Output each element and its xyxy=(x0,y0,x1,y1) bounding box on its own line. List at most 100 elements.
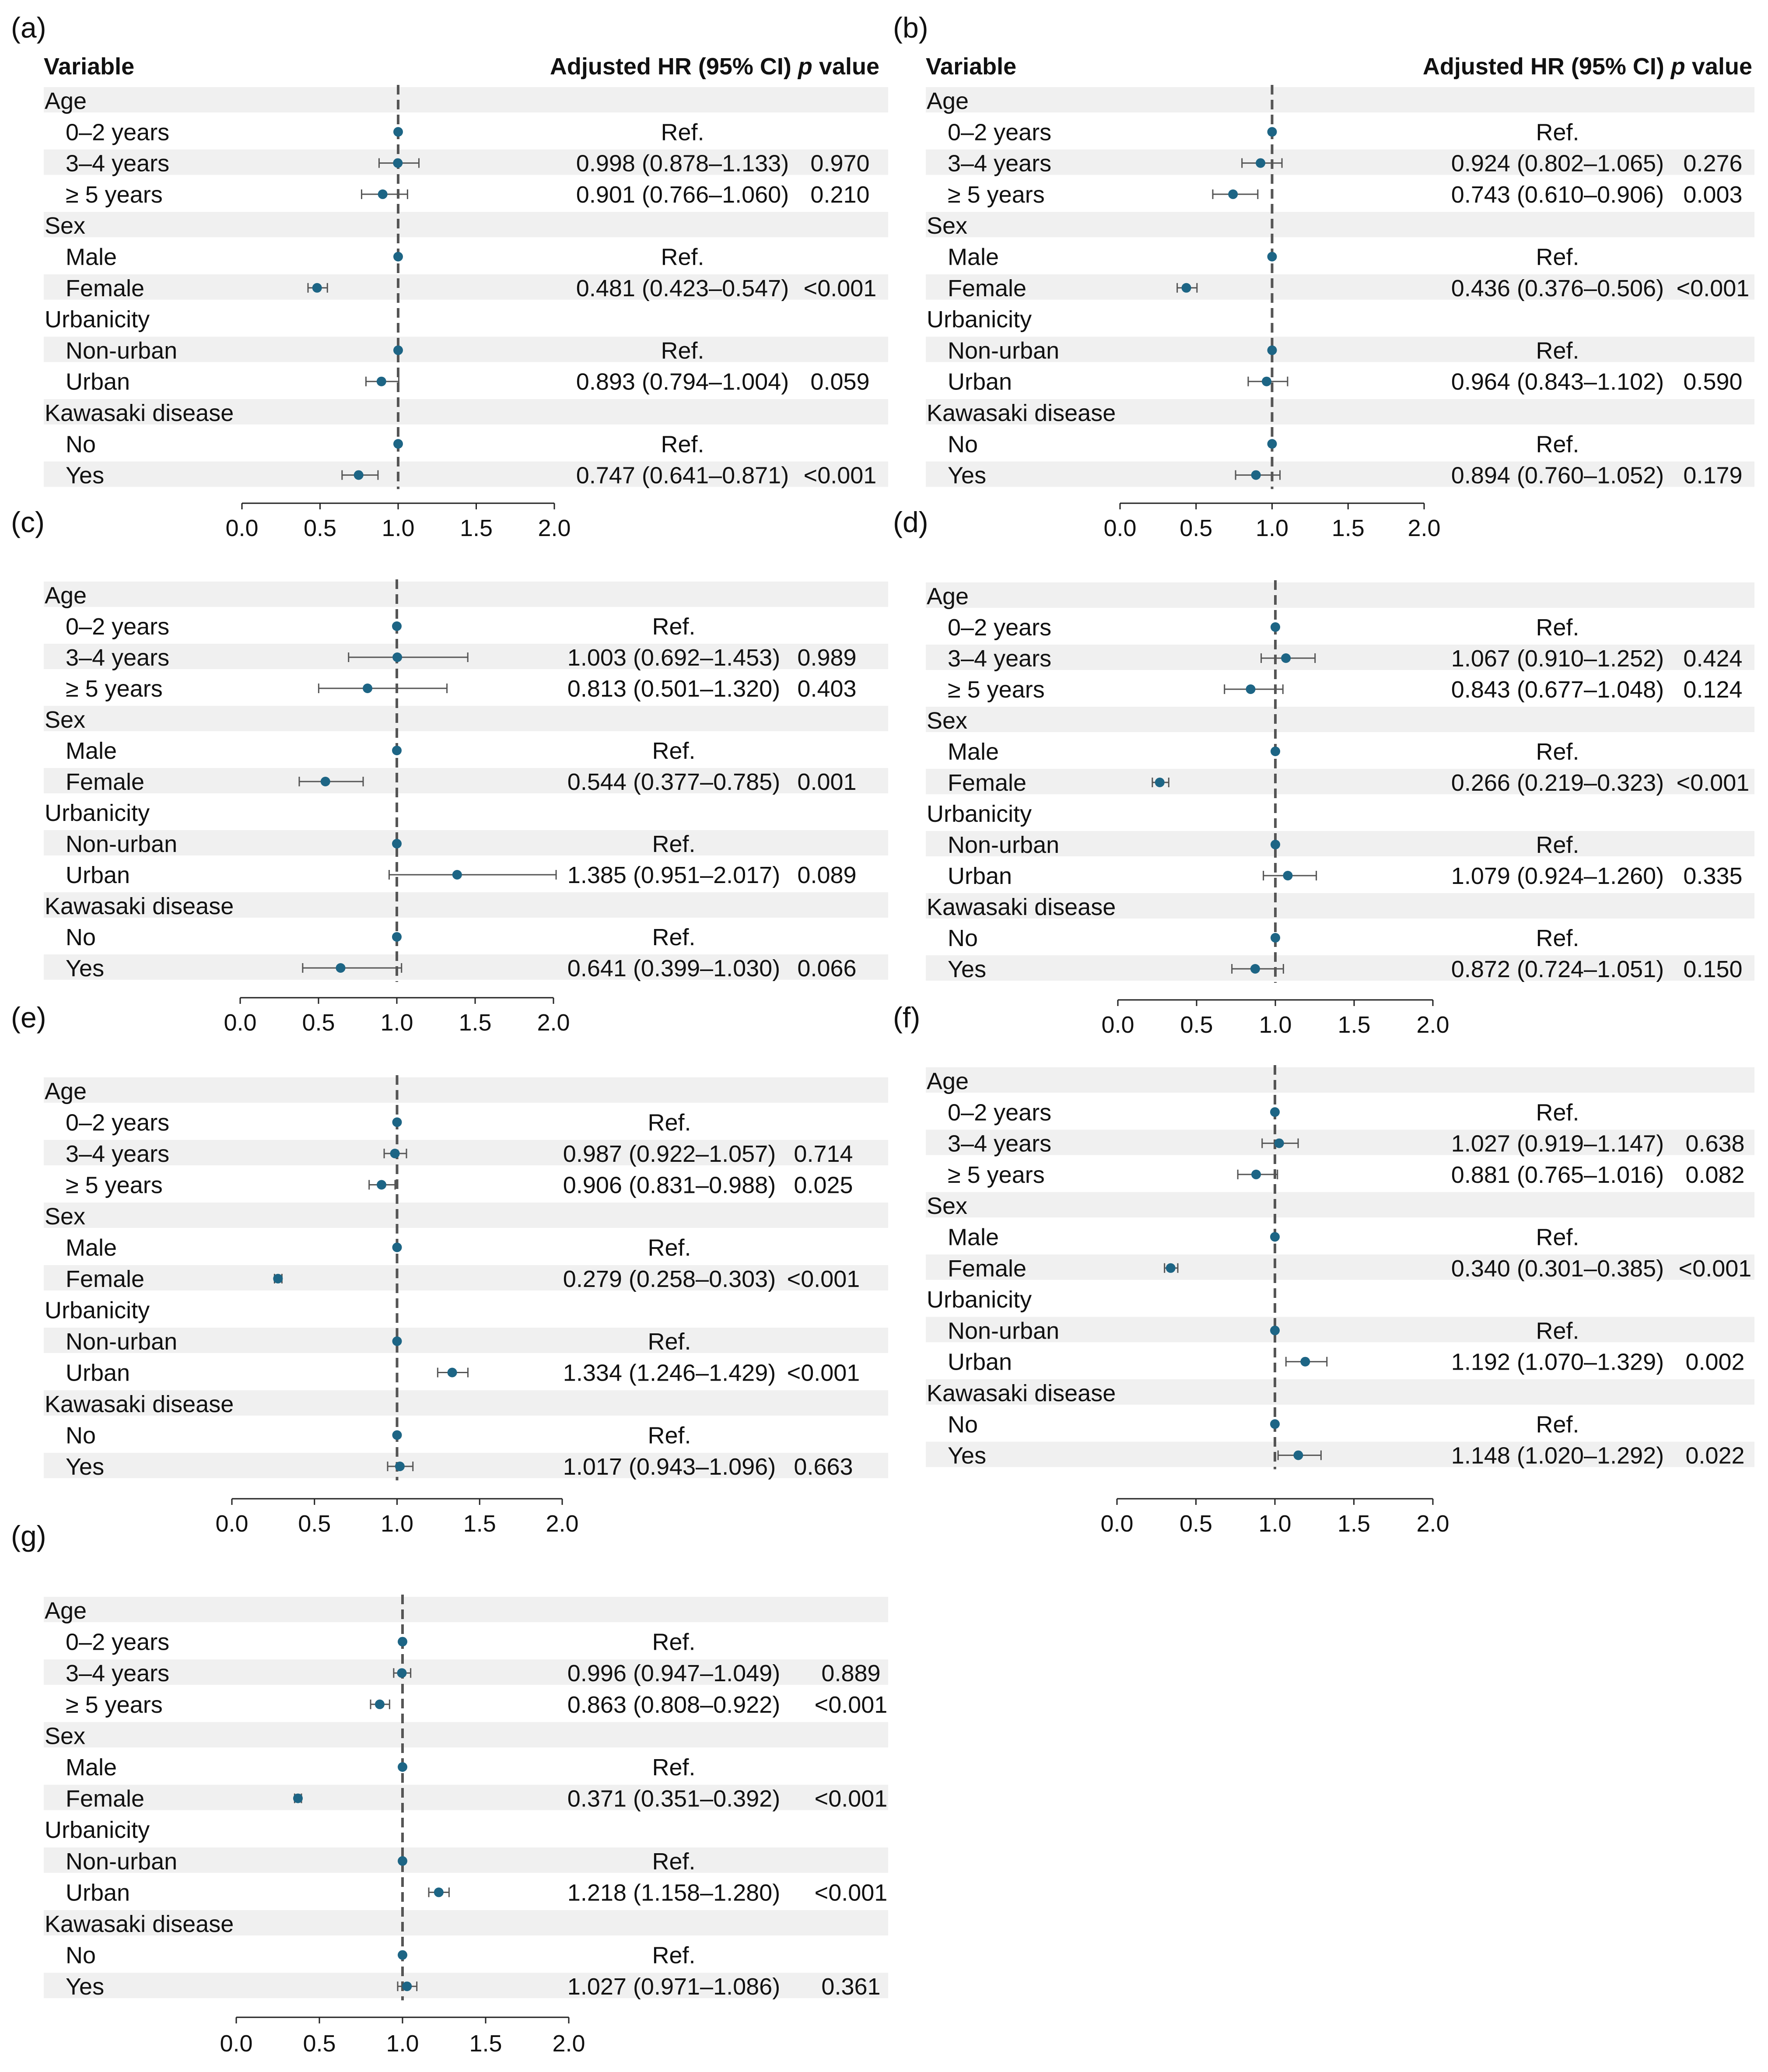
row-stripe xyxy=(926,337,1754,362)
hr-ci-text: 0.987 (0.922–1.057) xyxy=(563,1141,776,1167)
row-stripe xyxy=(44,461,888,487)
row-label: ≥ 5 years xyxy=(948,677,1045,703)
row-stripe xyxy=(44,1328,888,1353)
hr-point xyxy=(1155,778,1165,787)
group-label: Age xyxy=(45,1078,87,1104)
hr-header: Adjusted HR (95% CI) xyxy=(550,53,798,80)
p-value: 0.276 xyxy=(1683,151,1742,177)
row-stripe xyxy=(44,212,888,238)
row-stripe xyxy=(926,461,1754,487)
hr-point xyxy=(363,684,373,693)
hr-point xyxy=(393,158,403,168)
x-tick-label: 2.0 xyxy=(1416,1012,1449,1038)
hr-point xyxy=(398,1856,407,1866)
row-stripe xyxy=(44,954,888,980)
row-label: Yes xyxy=(66,1454,104,1480)
row-label: Male xyxy=(66,244,117,270)
p-value: <0.001 xyxy=(815,1786,888,1812)
hr-point xyxy=(397,1668,407,1678)
group-label: Urbanicity xyxy=(45,1817,150,1843)
ref-text: Ref. xyxy=(652,1848,695,1875)
group-label: Sex xyxy=(927,708,967,734)
hr-point xyxy=(1256,158,1266,168)
row-label: Female xyxy=(66,769,144,795)
hr-point xyxy=(1251,470,1261,480)
group-label: Kawasaki disease xyxy=(45,1391,234,1417)
ref-text: Ref. xyxy=(648,1423,691,1449)
row-stripe xyxy=(926,831,1754,856)
hr-point xyxy=(1271,747,1280,756)
hr-point xyxy=(273,1274,283,1283)
x-tick-label: 1.5 xyxy=(463,1511,496,1537)
x-tick-label: 0.0 xyxy=(225,515,258,541)
row-label: Yes xyxy=(948,956,986,982)
hr-point xyxy=(1250,964,1260,974)
hr-ci-text: 0.906 (0.831–0.988) xyxy=(563,1172,776,1199)
row-label: No xyxy=(948,431,978,457)
row-stripe xyxy=(926,1317,1754,1343)
row-stripe xyxy=(926,645,1754,670)
hr-ci-text: 0.843 (0.677–1.048) xyxy=(1451,677,1664,703)
group-label: Age xyxy=(45,1598,87,1624)
p-value: <0.001 xyxy=(787,1360,860,1386)
row-stripe xyxy=(44,1203,888,1228)
hr-ci-text: 0.996 (0.947–1.049) xyxy=(567,1660,780,1686)
ref-text: Ref. xyxy=(648,1235,691,1261)
p-value: <0.001 xyxy=(787,1266,860,1292)
row-stripe xyxy=(926,149,1754,175)
row-label: Non-urban xyxy=(66,1329,177,1355)
hr-point xyxy=(354,470,364,480)
x-tick-label: 2.0 xyxy=(538,515,571,541)
hr-ci-text: 0.371 (0.351–0.392) xyxy=(567,1786,780,1812)
row-stripe xyxy=(926,1254,1754,1280)
row-stripe xyxy=(44,1973,888,1998)
row-label: Female xyxy=(66,1786,144,1812)
group-label: Urbanicity xyxy=(45,1297,150,1324)
row-label: ≥ 5 years xyxy=(66,182,163,208)
x-tick-label: 0.0 xyxy=(1100,1511,1133,1537)
row-stripe xyxy=(926,274,1754,300)
row-stripe xyxy=(44,1847,888,1873)
p-value: <0.001 xyxy=(804,463,877,489)
p-value: <0.001 xyxy=(815,1879,888,1906)
forest-panel-f: (f) Age 0–2 years Ref. 3–4 years 1.027 (0.919… xyxy=(893,1001,1754,1537)
hr-point xyxy=(293,1793,303,1803)
p-value: 0.066 xyxy=(797,955,856,982)
hr-ci-text: 0.881 (0.765–1.016) xyxy=(1451,1162,1664,1188)
p-value: <0.001 xyxy=(1679,1255,1752,1282)
row-label: Urban xyxy=(66,369,130,395)
row-label: Male xyxy=(948,244,999,270)
hr-ci-text: 1.079 (0.924–1.260) xyxy=(1451,863,1664,889)
x-tick-label: 0.0 xyxy=(220,2030,252,2057)
hr-point xyxy=(1228,189,1238,199)
hr-ci-text: 0.872 (0.724–1.051) xyxy=(1451,956,1664,982)
row-stripe xyxy=(926,707,1754,732)
row-label: ≥ 5 years xyxy=(948,182,1045,208)
p-value: <0.001 xyxy=(1677,770,1750,796)
row-label: 3–4 years xyxy=(948,151,1051,177)
x-tick-label: 0.0 xyxy=(215,1511,248,1537)
ref-text: Ref. xyxy=(661,431,704,457)
hr-point xyxy=(1300,1357,1310,1367)
x-tick-label: 1.0 xyxy=(381,1511,413,1537)
hr-ci-text: 0.894 (0.760–1.052) xyxy=(1451,463,1664,489)
p-value: 0.663 xyxy=(794,1454,853,1480)
row-stripe xyxy=(44,1453,888,1478)
x-tick-label: 0.5 xyxy=(298,1511,331,1537)
hr-point xyxy=(1281,653,1291,663)
hr-ci-text: 1.067 (0.910–1.252) xyxy=(1451,645,1664,672)
hr-ci-text: 1.334 (1.246–1.429) xyxy=(563,1360,776,1386)
row-label: Urban xyxy=(66,1879,130,1906)
hr-point xyxy=(1166,1263,1176,1273)
hr-point xyxy=(1246,684,1256,694)
ref-text: Ref. xyxy=(1536,1318,1579,1344)
p-value: 0.089 xyxy=(797,862,856,888)
forest-panel-b: (b)Variable Adjusted HR (95% CI) p valueA… xyxy=(893,11,1754,541)
hr-point xyxy=(392,1117,402,1127)
p-value: 0.989 xyxy=(797,645,856,671)
row-label: 3–4 years xyxy=(66,151,169,177)
hr-ci-text: 0.964 (0.843–1.102) xyxy=(1451,369,1664,395)
row-label: Non-urban xyxy=(948,337,1059,364)
hr-point xyxy=(398,1950,407,1960)
hr-ci-text: 0.893 (0.794–1.004) xyxy=(576,369,789,395)
